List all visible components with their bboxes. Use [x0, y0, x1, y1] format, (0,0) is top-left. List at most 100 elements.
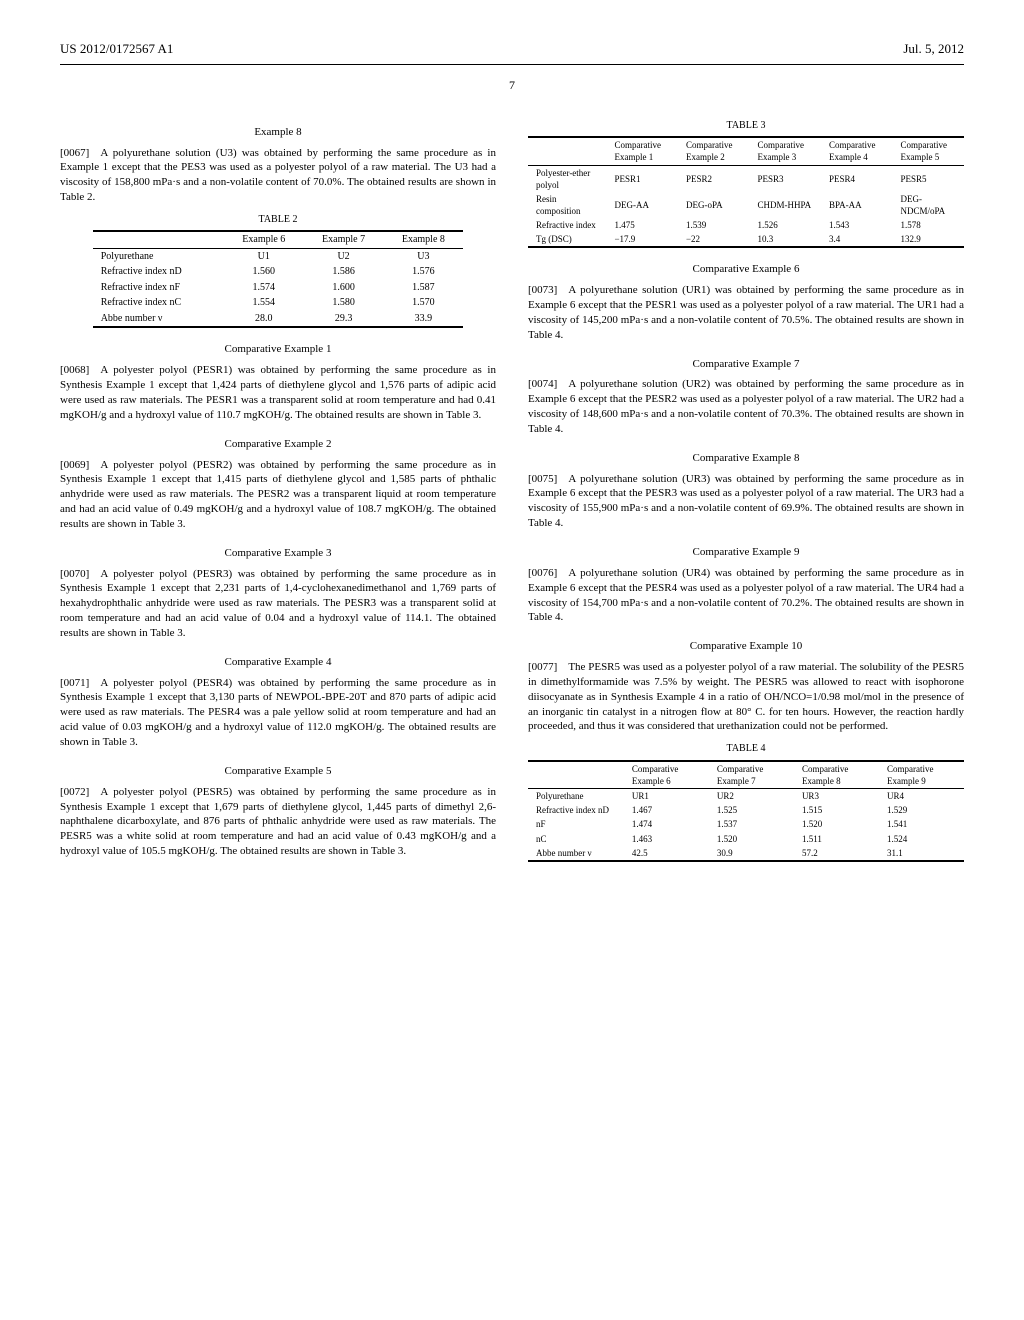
- table-row: Refractive index nC 1.554 1.580 1.570: [93, 295, 464, 311]
- para-0068: [0068] A polyester polyol (PESR1) was ob…: [60, 363, 496, 422]
- heading-ce9: Comparative Example 9: [528, 545, 964, 560]
- heading-ce8: Comparative Example 8: [528, 451, 964, 466]
- para-0074: [0074] A polyurethane solution (UR2) was…: [528, 377, 964, 436]
- table-cell: 1.570: [383, 295, 463, 311]
- heading-example-8: Example 8: [60, 125, 496, 140]
- table-row: Resin composition DEG-AA DEG-oPA CHDM-HH…: [528, 192, 964, 218]
- heading-ce4: Comparative Example 4: [60, 655, 496, 670]
- table-row: Polyurethane UR1 UR2 UR3 UR4: [528, 789, 964, 804]
- table-3: Comparative Example 1 Comparative Exampl…: [528, 136, 964, 248]
- table-cell: 1.543: [821, 218, 893, 232]
- table-cell: 28.0: [224, 311, 304, 328]
- table-cell: Refractive index nF: [93, 280, 224, 296]
- table-row: Comparative Example 1 Comparative Exampl…: [528, 137, 964, 165]
- table-cell: 1.600: [304, 280, 384, 296]
- table-cell: 1.539: [678, 218, 750, 232]
- table-cell: Polyester-ether polyol: [528, 165, 606, 192]
- table-cell: U1: [224, 248, 304, 264]
- table-cell: Comparative Example 1: [606, 137, 678, 165]
- table-cell: PESR5: [892, 165, 964, 192]
- table-cell: 1.515: [794, 803, 879, 817]
- header-rule: [60, 64, 964, 65]
- table-cell: 1.580: [304, 295, 384, 311]
- two-column-body: Example 8 [0067] A polyurethane solution…: [60, 111, 964, 872]
- table-cell: 29.3: [304, 311, 384, 328]
- table-cell: 1.520: [709, 832, 794, 846]
- table-cell: Refractive index nC: [93, 295, 224, 311]
- table-cell: BPA-AA: [821, 192, 893, 218]
- table-cell: 1.467: [624, 803, 709, 817]
- pub-date: Jul. 5, 2012: [903, 40, 964, 58]
- table-cell: U3: [383, 248, 463, 264]
- table-cell: UR2: [709, 789, 794, 804]
- table-cell: Abbe number ν: [528, 846, 624, 861]
- table-row: Comparative Example 6 Comparative Exampl…: [528, 761, 964, 789]
- table-cell: Comparative Example 9: [879, 761, 964, 789]
- table-cell: 1.463: [624, 832, 709, 846]
- table-cell: 1.474: [624, 817, 709, 831]
- table-cell: 1.576: [383, 264, 463, 280]
- table-cell: 33.9: [383, 311, 463, 328]
- table-cell: 1.520: [794, 817, 879, 831]
- table-cell: 57.2: [794, 846, 879, 861]
- table-row: Abbe number ν 42.5 30.9 57.2 31.1: [528, 846, 964, 861]
- table-cell: DEG-AA: [606, 192, 678, 218]
- para-0076: [0076] A polyurethane solution (UR4) was…: [528, 566, 964, 625]
- heading-ce3: Comparative Example 3: [60, 546, 496, 561]
- left-column: Example 8 [0067] A polyurethane solution…: [60, 111, 496, 872]
- para-0071: [0071] A polyester polyol (PESR4) was ob…: [60, 676, 496, 750]
- table-row: Refractive index nD 1.467 1.525 1.515 1.…: [528, 803, 964, 817]
- table-row: Example 6 Example 7 Example 8: [93, 231, 464, 248]
- table-row: nC 1.463 1.520 1.511 1.524: [528, 832, 964, 846]
- table-cell: 42.5: [624, 846, 709, 861]
- table-cell: PESR1: [606, 165, 678, 192]
- table-cell: [93, 231, 224, 248]
- para-0075: [0075] A polyurethane solution (UR3) was…: [528, 472, 964, 531]
- table-cell: Polyurethane: [93, 248, 224, 264]
- heading-ce10: Comparative Example 10: [528, 639, 964, 654]
- table-cell: Comparative Example 3: [749, 137, 821, 165]
- table-cell: Comparative Example 7: [709, 761, 794, 789]
- table-cell: PESR2: [678, 165, 750, 192]
- table-cell: [528, 761, 624, 789]
- para-0069: [0069] A polyester polyol (PESR2) was ob…: [60, 458, 496, 532]
- table-cell: −17.9: [606, 232, 678, 247]
- page-header: US 2012/0172567 A1 Jul. 5, 2012: [60, 40, 964, 58]
- table-cell: 30.9: [709, 846, 794, 861]
- heading-ce1: Comparative Example 1: [60, 342, 496, 357]
- table-row: Polyester-ether polyol PESR1 PESR2 PESR3…: [528, 165, 964, 192]
- table-cell: Polyurethane: [528, 789, 624, 804]
- table-row: Refractive index nD 1.560 1.586 1.576: [93, 264, 464, 280]
- table-cell: 1.475: [606, 218, 678, 232]
- table-cell: −22: [678, 232, 750, 247]
- table-cell: PESR3: [749, 165, 821, 192]
- table-cell: Abbe number ν: [93, 311, 224, 328]
- table-cell: UR4: [879, 789, 964, 804]
- table-cell: nC: [528, 832, 624, 846]
- heading-ce7: Comparative Example 7: [528, 357, 964, 372]
- table-cell: 10.3: [749, 232, 821, 247]
- para-0072: [0072] A polyester polyol (PESR5) was ob…: [60, 785, 496, 859]
- table-cell: U2: [304, 248, 384, 264]
- table-cell: Tg (DSC): [528, 232, 606, 247]
- table-cell: DEG-NDCM/oPA: [892, 192, 964, 218]
- table-cell: [528, 137, 606, 165]
- table-cell: 1.578: [892, 218, 964, 232]
- table-row: Tg (DSC) −17.9 −22 10.3 3.4 132.9: [528, 232, 964, 247]
- table2-caption: TABLE 2: [60, 213, 496, 227]
- table-cell: 1.554: [224, 295, 304, 311]
- table-cell: 1.574: [224, 280, 304, 296]
- table-cell: PESR4: [821, 165, 893, 192]
- table-cell: UR3: [794, 789, 879, 804]
- table-2: Example 6 Example 7 Example 8 Polyuretha…: [93, 230, 464, 328]
- table-cell: Comparative Example 2: [678, 137, 750, 165]
- table-cell: Refractive index: [528, 218, 606, 232]
- table-cell: nF: [528, 817, 624, 831]
- right-column: TABLE 3 Comparative Example 1 Comparativ…: [528, 111, 964, 872]
- para-0070: [0070] A polyester polyol (PESR3) was ob…: [60, 567, 496, 641]
- table-cell: Example 8: [383, 231, 463, 248]
- table-4: Comparative Example 6 Comparative Exampl…: [528, 760, 964, 862]
- heading-ce5: Comparative Example 5: [60, 764, 496, 779]
- table-cell: 31.1: [879, 846, 964, 861]
- table-cell: 1.541: [879, 817, 964, 831]
